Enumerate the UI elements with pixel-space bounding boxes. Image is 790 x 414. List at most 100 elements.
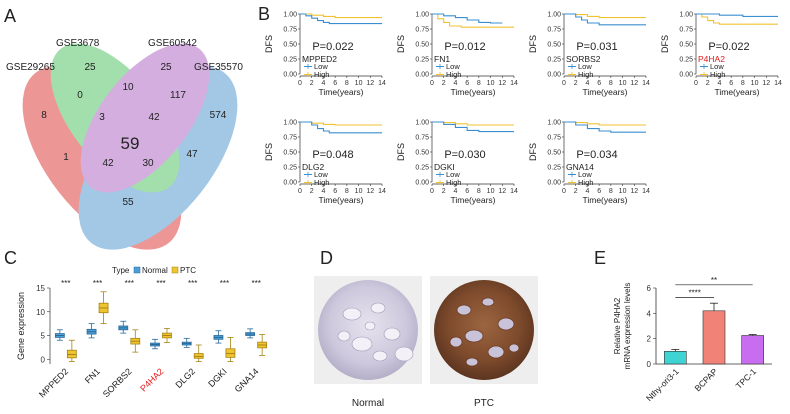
box-significance: *** [156,279,165,288]
km-x-tick-label: 0 [430,80,434,87]
km-x-tick-label: 14 [642,188,650,195]
km-curve-low [564,121,646,133]
km-legend-label: High [314,178,329,187]
km-x-label: Time(years) [318,87,363,97]
km-legend-label: High [314,70,329,79]
km-gene-label: GNA14 [566,162,594,172]
km-x-tick-label: 2 [706,80,710,87]
venn-count: 0 [77,90,83,101]
km-y-tick-label: 0.25 [547,57,561,64]
km-y-tick-label: 0.50 [283,42,297,49]
bar-category-label: TPC-1 [734,366,759,391]
km-legend-label: High [578,70,593,79]
km-curve-low [300,121,382,134]
km-x-tick-label: 14 [378,80,386,87]
km-y-label: DFS [264,35,274,53]
bar-nthy-ori3-1 [664,351,687,365]
bar-y-tick-label: 6 [647,284,652,293]
panel-b-letter: B [258,4,270,24]
box-legend-title: Type [112,266,130,275]
km-x-tick-label: 10 [355,188,363,195]
panel-e-letter: E [594,248,606,268]
venn-label-gse35570: GSE35570 [194,62,243,73]
km-curve-low [432,121,514,133]
km-y-tick-label: 0.25 [679,57,693,64]
box-significance: *** [188,279,197,288]
km-legend-label: Low [710,62,724,71]
km-y-tick-label: 1.00 [547,120,561,127]
km-x-tick-label: 14 [642,80,650,87]
venn-count: 1 [63,152,69,163]
km-y-label: DFS [528,143,538,161]
km-y-tick-label: 0.25 [415,165,429,172]
box-category-label: GNA14 [233,366,261,394]
km-x-label: Time(years) [582,195,627,205]
km-y-tick-label: 0.00 [415,180,429,187]
km-y-tick-label: 0.75 [283,135,297,142]
km-panel-p4ha2: 0.00 0.25 0.50 0.75 1.00 0 2 4 6 8 10 12 14 Time(year… [660,12,782,98]
box-y-tick-label: 0 [41,355,46,364]
box-category-label: DGKI [206,366,229,389]
km-x-tick-label: 6 [333,188,337,195]
km-x-tick-label: 12 [498,188,506,195]
km-x-tick-label: 4 [321,80,325,87]
km-y-tick-label: 0.00 [547,180,561,187]
km-y-tick-label: 0.75 [283,27,297,34]
km-x-tick-label: 2 [574,80,578,87]
km-curve-low [564,13,646,26]
panel-a-letter: A [4,6,16,26]
ihc-normal-label: Normal [352,398,384,409]
km-x-tick-label: 14 [378,188,386,195]
km-x-tick-label: 0 [298,80,302,87]
km-x-tick-label: 6 [597,188,601,195]
panel-d-letter: D [320,248,333,268]
km-y-tick-label: 0.00 [679,72,693,79]
km-gene-label: P4HA2 [698,54,725,64]
box-significance: *** [61,279,70,288]
km-y-tick-label: 0.00 [415,72,429,79]
panel-a-venn: A GSE29265 GSE3678 GSE60542 GSE35570 8 2… [4,6,243,250]
venn-label-gse60542: GSE60542 [148,38,197,49]
km-x-tick-label: 14 [774,80,782,87]
km-gene-label: FN1 [434,54,450,64]
km-x-tick-label: 4 [453,80,457,87]
box-chart: C 0 5 10 15 Gene expression Type Normal PTC *** MP… [4,248,268,400]
km-legend-label: Low [314,170,328,179]
km-grid: 0.000.250.500.751.000 2 4 6 8 10 12 14Time(year… [264,12,782,206]
km-gene-label: MPPED2 [302,54,337,64]
km-p-value: P=0.022 [708,41,749,53]
km-x-tick-label: 2 [442,80,446,87]
km-panel-fn1: 0.00 0.25 0.50 0.75 1.00 0 2 4 6 8 10 12 14 Time(year… [396,12,518,98]
km-x-tick-label: 14 [510,80,518,87]
bar-y-label-line1: Relative P4HA2 [613,297,622,354]
ihc-ptc-lumens [449,297,520,367]
km-x-tick-label: 0 [694,80,698,87]
km-curve-low [696,13,778,17]
box-significance: *** [125,279,134,288]
km-x-tick-label: 10 [487,188,495,195]
km-legend-label: High [578,178,593,187]
km-x-tick-label: 8 [477,188,481,195]
venn-label-gse3678: GSE3678 [56,38,100,49]
panel-e-bar: E 0 2 4 6 Relative P4HA2 mRNA expression level… [590,244,790,414]
km-y-tick-label: 0.50 [415,150,429,157]
km-x-label: Time(years) [582,87,627,97]
km-y-tick-label: 1.00 [283,12,297,19]
venn-count: 30 [142,158,154,169]
box-legend-label-ptc: PTC [180,266,196,275]
km-y-label: DFS [264,143,274,161]
box-y-tick-label: 10 [36,308,45,317]
km-panel-gna14: 0.00 0.25 0.50 0.75 1.00 0 2 4 6 8 10 12 14 Time(year… [528,120,650,206]
km-p-value: P=0.012 [444,41,485,53]
km-x-tick-label: 0 [298,188,302,195]
km-panel-mpped2: 0.00 0.25 0.50 0.75 1.00 0 2 4 6 8 10 12 14 Time(year… [264,12,386,98]
km-y-tick-label: 1.00 [283,120,297,127]
km-x-tick-label: 0 [562,188,566,195]
bar-y-tick-label: 0 [647,360,652,369]
box-y-tick-label: 5 [41,332,46,341]
bar-y-tick-label: 2 [647,335,652,344]
km-y-tick-label: 0.50 [283,150,297,157]
box-category-label: SORBS2 [101,366,134,399]
box-y-label: Gene expression [16,292,26,360]
km-x-tick-label: 2 [310,80,314,87]
